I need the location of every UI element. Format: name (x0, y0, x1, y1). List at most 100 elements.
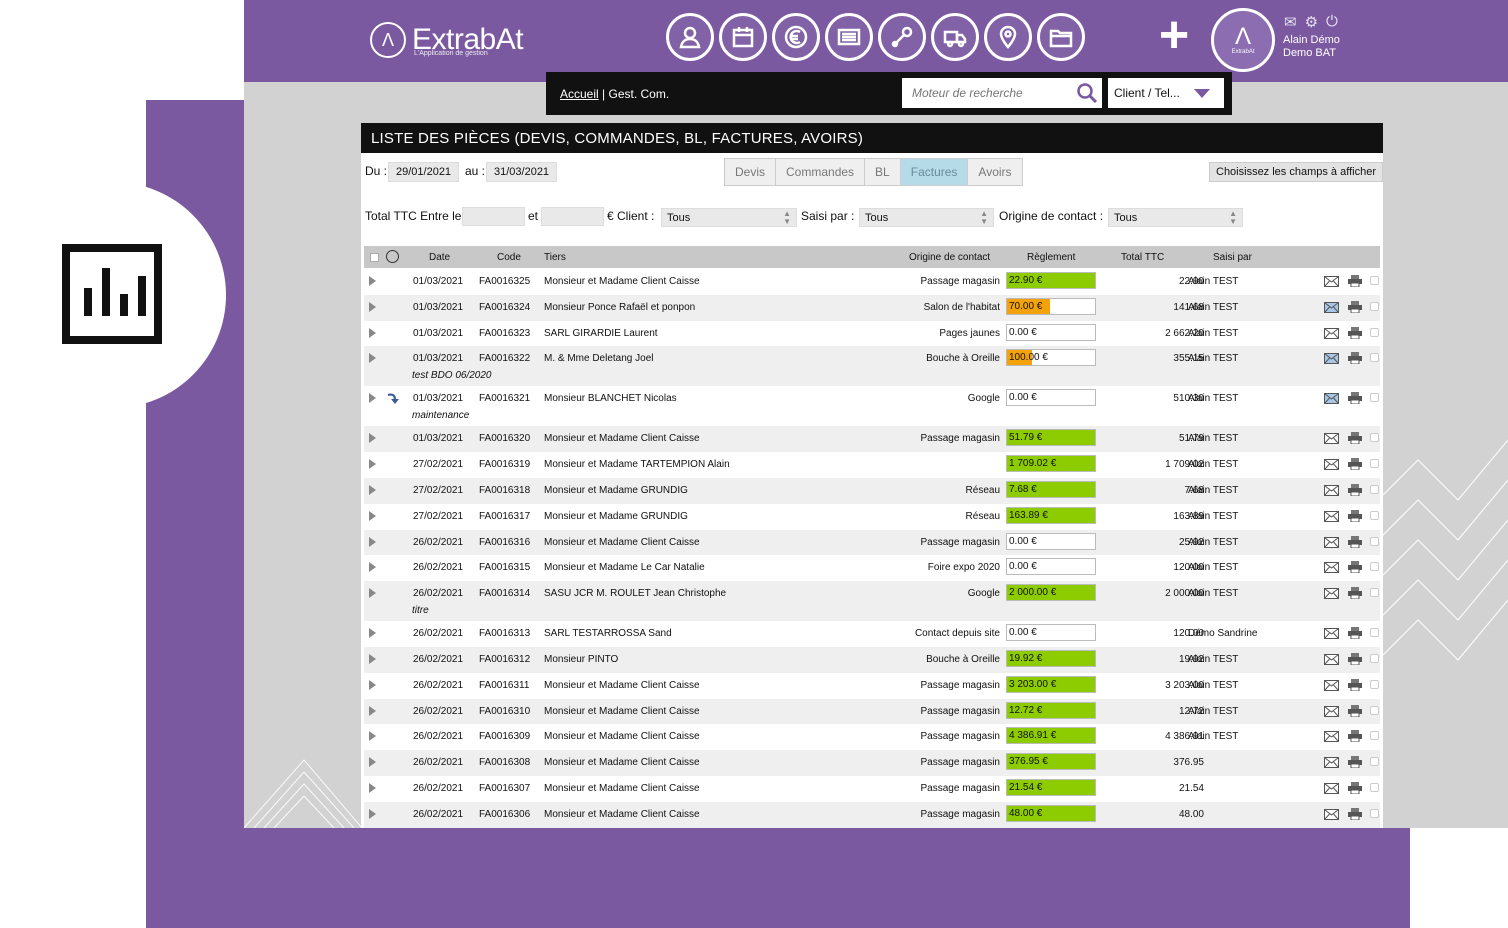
row-reglement[interactable]: 100.00 € (1006, 349, 1096, 367)
print-icon[interactable] (1348, 483, 1362, 496)
row-checkbox[interactable] (1370, 588, 1379, 598)
expand-row-icon[interactable] (369, 808, 376, 819)
print-icon[interactable] (1348, 678, 1362, 691)
tab-bl[interactable]: BL (865, 159, 901, 185)
col-reglement[interactable]: Règlement (1027, 252, 1076, 263)
expand-row-icon[interactable] (369, 588, 376, 599)
row-reglement[interactable]: 376.95 € (1006, 753, 1096, 771)
expand-row-icon[interactable] (369, 731, 376, 742)
select-all-checkbox[interactable] (370, 253, 379, 262)
email-icon[interactable] (1324, 808, 1339, 820)
print-icon[interactable] (1348, 326, 1362, 339)
row-checkbox[interactable] (1370, 808, 1379, 818)
print-icon[interactable] (1348, 704, 1362, 717)
expand-row-icon[interactable] (369, 782, 376, 793)
expand-row-icon[interactable] (369, 562, 376, 573)
row-reglement[interactable]: 163.89 € (1006, 506, 1096, 524)
folder-icon[interactable] (1037, 13, 1085, 61)
table-row[interactable]: 01/03/2021 FA0016324 Monsieur Ponce Rafaël… (364, 294, 1380, 321)
row-code[interactable]: FA0016309 (479, 731, 531, 743)
expand-row-icon[interactable] (369, 393, 376, 404)
col-code[interactable]: Code (497, 252, 521, 263)
row-reglement[interactable]: 2 000.00 € (1006, 584, 1096, 602)
row-reglement[interactable]: 48.00 € (1006, 804, 1096, 822)
email-icon[interactable] (1324, 276, 1339, 287)
email-icon[interactable] (1324, 484, 1339, 496)
expand-row-icon[interactable] (369, 653, 376, 664)
email-icon[interactable] (1324, 782, 1339, 794)
total-min-input[interactable] (462, 207, 525, 226)
email-icon[interactable] (1324, 536, 1339, 548)
row-checkbox[interactable] (1370, 459, 1379, 469)
table-row[interactable]: 26/02/2021 FA0016309 Monsieur et Madame Cl… (364, 724, 1380, 750)
row-tiers[interactable]: Monsieur et Madame Client Caisse (544, 731, 700, 743)
row-tiers[interactable]: Monsieur et Madame Client Caisse (544, 808, 700, 820)
expand-row-icon[interactable] (369, 459, 376, 470)
avatar[interactable]: Λ ExtrabAt (1211, 8, 1275, 72)
row-checkbox[interactable] (1370, 301, 1379, 311)
row-checkbox[interactable] (1370, 562, 1379, 572)
search-icon[interactable] (1076, 82, 1098, 104)
date-to-field[interactable]: 31/03/2021 (486, 162, 558, 182)
row-code[interactable]: FA0016322 (479, 353, 531, 365)
search-scope-select[interactable]: Client / Tel... (1108, 78, 1224, 108)
row-reglement[interactable]: 1 709.02 € (1006, 455, 1096, 473)
table-row[interactable]: 26/02/2021 FA0016307 Monsieur et Madame Cl… (364, 776, 1380, 802)
power-icon[interactable]: ⏻ (1326, 13, 1338, 30)
row-tiers[interactable]: Monsieur et Madame TARTEMPION Alain (544, 459, 730, 471)
row-code[interactable]: FA0016323 (479, 327, 531, 339)
row-code[interactable]: FA0016320 (479, 433, 531, 445)
email-icon[interactable] (1324, 459, 1339, 471)
row-code[interactable]: FA0016315 (479, 562, 531, 574)
row-code[interactable]: FA0016310 (479, 705, 531, 717)
row-code[interactable]: FA0016311 (479, 679, 530, 691)
table-row[interactable]: 26/02/2021 FA0016311 Monsieur et Madame Cl… (364, 673, 1380, 699)
print-icon[interactable] (1348, 781, 1362, 794)
expand-row-icon[interactable] (369, 433, 376, 444)
print-icon[interactable] (1348, 432, 1362, 445)
row-tiers[interactable]: Monsieur et Madame Client Caisse (544, 276, 700, 287)
date-from-field[interactable]: 29/01/2021 (388, 162, 460, 182)
row-code[interactable]: FA0016325 (479, 276, 531, 287)
row-code[interactable]: FA0016316 (479, 536, 531, 548)
row-checkbox[interactable] (1370, 653, 1379, 663)
row-checkbox[interactable] (1370, 679, 1379, 689)
print-icon[interactable] (1348, 392, 1362, 405)
add-button[interactable]: + (1158, 6, 1190, 64)
row-reglement[interactable]: 4 386.91 € (1006, 727, 1096, 745)
row-checkbox[interactable] (1370, 353, 1379, 363)
table-row[interactable]: 26/02/2021 FA0016316 Monsieur et Madame Cl… (364, 529, 1380, 556)
print-icon[interactable] (1348, 587, 1362, 600)
client-select[interactable]: Tous ▲ ▼ (661, 208, 797, 227)
expand-row-icon[interactable] (369, 327, 376, 338)
print-icon[interactable] (1348, 300, 1362, 313)
expand-row-icon[interactable] (369, 679, 376, 690)
expand-row-icon[interactable] (369, 484, 376, 495)
email-icon[interactable] (1324, 562, 1339, 574)
app-logo[interactable]: Λ ExtrabAt L'Application de gestion (370, 20, 524, 60)
row-tiers[interactable]: SARL TESTARROSSA Sand (544, 628, 672, 640)
col-total-ttc[interactable]: Total TTC (1121, 252, 1165, 263)
invoice-icon[interactable] (825, 13, 873, 61)
row-reglement[interactable]: 22.90 € (1006, 272, 1096, 289)
row-reglement[interactable]: 3 203.00 € (1006, 675, 1096, 693)
row-code[interactable]: FA0016306 (479, 808, 531, 820)
table-row[interactable]: 26/02/2021 FA0016315 Monsieur et Madame Le… (364, 555, 1380, 581)
expand-row-icon[interactable] (369, 757, 376, 768)
print-icon[interactable] (1348, 561, 1362, 574)
row-reglement[interactable]: 0.00 € (1006, 323, 1096, 341)
row-tiers[interactable]: Monsieur PINTO (544, 653, 619, 665)
row-tiers[interactable]: Monsieur et Madame Client Caisse (544, 782, 700, 794)
row-code[interactable]: FA0016319 (479, 459, 531, 471)
gear-icon[interactable]: ⚙ (1304, 14, 1319, 31)
expand-row-icon[interactable] (369, 276, 376, 286)
total-max-input[interactable] (541, 207, 604, 226)
row-code[interactable]: FA0016307 (479, 782, 531, 794)
table-row[interactable]: 27/02/2021 FA0016317 Monsieur et Madame GR… (364, 504, 1380, 530)
select-all-radio[interactable] (386, 250, 399, 263)
map-pin-icon[interactable] (984, 13, 1032, 61)
print-icon[interactable] (1348, 756, 1362, 769)
print-icon[interactable] (1348, 652, 1362, 665)
transform-arrow-icon[interactable] (386, 392, 400, 405)
row-checkbox[interactable] (1370, 276, 1379, 285)
